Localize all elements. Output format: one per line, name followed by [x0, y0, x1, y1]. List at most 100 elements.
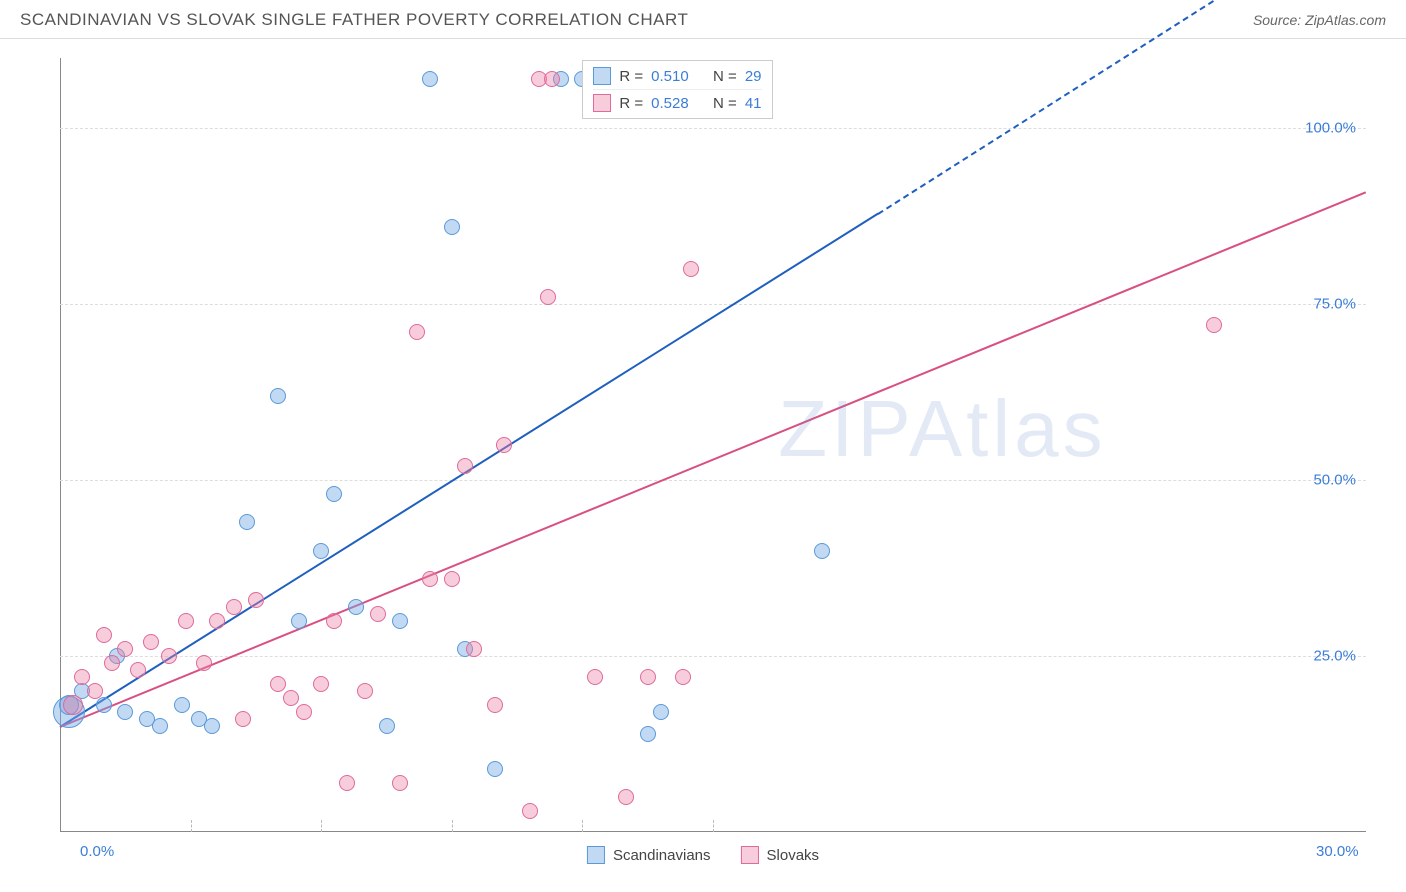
y-tick-label: 50.0%: [1313, 472, 1356, 489]
chart-container: Single Father Poverty ZIPAtlas 25.0%50.0…: [20, 48, 1386, 872]
gridline-vertical: [452, 820, 453, 832]
gridline-horizontal: [60, 656, 1366, 657]
scatter-point: [74, 669, 90, 685]
gridline-vertical: [582, 820, 583, 832]
n-label: N =: [713, 95, 737, 112]
n-value: 41: [745, 95, 762, 112]
scatter-point: [96, 697, 112, 713]
bottom-legend-item: Slovaks: [741, 846, 820, 864]
gridline-vertical: [191, 820, 192, 832]
scatter-point: [640, 726, 656, 742]
scatter-point: [339, 775, 355, 791]
bottom-legend-item: Scandinavians: [587, 846, 711, 864]
n-value: 29: [745, 68, 762, 85]
scatter-point: [348, 599, 364, 615]
scatter-point: [283, 690, 299, 706]
scatter-point: [152, 718, 168, 734]
scatter-point: [640, 669, 656, 685]
gridline-vertical: [321, 820, 322, 832]
gridline-horizontal: [60, 480, 1366, 481]
scatter-point: [96, 627, 112, 643]
scatter-point: [270, 388, 286, 404]
legend-label: Slovaks: [767, 847, 820, 864]
legend-swatch: [741, 846, 759, 864]
bottom-legend: Scandinavians Slovaks: [587, 846, 819, 864]
scatter-point: [130, 662, 146, 678]
scatter-point: [226, 599, 242, 615]
scatter-point: [196, 655, 212, 671]
chart-source: Source: ZipAtlas.com: [1253, 12, 1386, 28]
scatter-point: [540, 289, 556, 305]
scatter-point: [675, 669, 691, 685]
scatter-point: [117, 704, 133, 720]
scatter-point: [1206, 317, 1222, 333]
scatter-point: [239, 514, 255, 530]
correlation-legend: R =0.510 N =29R =0.528 N =41: [582, 60, 772, 119]
legend-swatch: [587, 846, 605, 864]
scatter-point: [814, 543, 830, 559]
scatter-point: [618, 789, 634, 805]
scatter-point: [466, 641, 482, 657]
scatter-point: [209, 613, 225, 629]
scatter-point: [444, 219, 460, 235]
legend-row: R =0.510 N =29: [593, 65, 761, 87]
n-label: N =: [713, 68, 737, 85]
scatter-point: [422, 571, 438, 587]
scatter-point: [248, 592, 264, 608]
scatter-point: [296, 704, 312, 720]
scatter-point: [291, 613, 307, 629]
scatter-point: [313, 543, 329, 559]
scatter-point: [522, 803, 538, 819]
scatter-point: [370, 606, 386, 622]
legend-swatch: [593, 94, 611, 112]
gridline-horizontal: [60, 128, 1366, 129]
scatter-point: [392, 613, 408, 629]
scatter-point: [544, 71, 560, 87]
gridline-horizontal: [60, 304, 1366, 305]
x-tick-label: 0.0%: [80, 843, 114, 860]
scatter-point: [496, 437, 512, 453]
scatter-point: [392, 775, 408, 791]
chart-header: SCANDINAVIAN VS SLOVAK SINGLE FATHER POV…: [0, 0, 1406, 39]
scatter-point: [683, 261, 699, 277]
scatter-point: [174, 697, 190, 713]
legend-label: Scandinavians: [613, 847, 711, 864]
plot-area: ZIPAtlas 25.0%50.0%75.0%100.0%0.0%30.0%R…: [60, 58, 1366, 832]
scatter-point: [235, 711, 251, 727]
scatter-point: [143, 634, 159, 650]
legend-swatch: [593, 67, 611, 85]
y-tick-label: 75.0%: [1313, 296, 1356, 313]
scatter-point: [587, 669, 603, 685]
scatter-point: [487, 697, 503, 713]
scatter-point: [379, 718, 395, 734]
scatter-point: [104, 655, 120, 671]
scatter-point: [487, 761, 503, 777]
scatter-point: [313, 676, 329, 692]
scatter-point: [326, 613, 342, 629]
watermark: ZIPAtlas: [778, 383, 1106, 475]
x-tick-label: 30.0%: [1316, 843, 1359, 860]
gridline-vertical: [713, 820, 714, 832]
scatter-point: [653, 704, 669, 720]
scatter-point: [178, 613, 194, 629]
source-name: ZipAtlas.com: [1305, 12, 1386, 28]
r-label: R =: [619, 68, 643, 85]
scatter-point: [63, 695, 83, 715]
scatter-point: [357, 683, 373, 699]
regression-line: [60, 192, 1367, 729]
y-tick-label: 25.0%: [1313, 648, 1356, 665]
scatter-point: [457, 458, 473, 474]
scatter-point: [117, 641, 133, 657]
scatter-point: [161, 648, 177, 664]
source-label: Source:: [1253, 12, 1301, 28]
scatter-point: [204, 718, 220, 734]
r-value: 0.528: [651, 95, 689, 112]
r-label: R =: [619, 95, 643, 112]
scatter-point: [87, 683, 103, 699]
y-tick-label: 100.0%: [1305, 120, 1356, 137]
scatter-point: [409, 324, 425, 340]
legend-row: R = 0.528 N = 41: [593, 89, 761, 114]
chart-title: SCANDINAVIAN VS SLOVAK SINGLE FATHER POV…: [20, 10, 688, 30]
scatter-point: [422, 71, 438, 87]
scatter-point: [444, 571, 460, 587]
